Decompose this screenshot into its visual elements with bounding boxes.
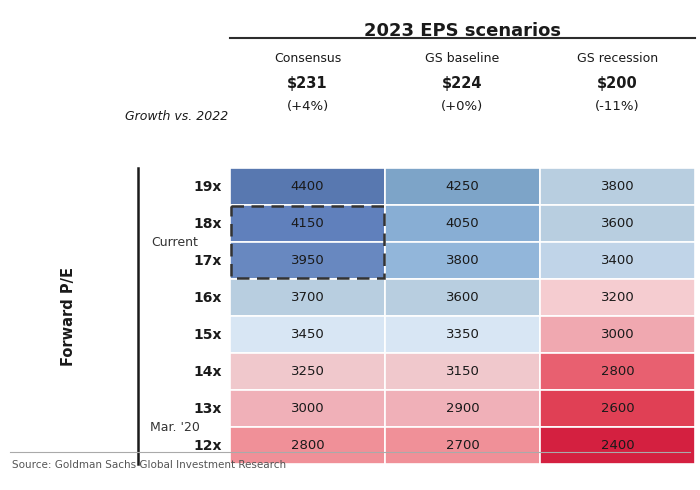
Text: 3000: 3000 [290, 402, 324, 415]
Text: 4150: 4150 [290, 217, 324, 230]
Text: GS recession: GS recession [577, 52, 658, 65]
Text: 15x: 15x [193, 327, 222, 342]
Bar [540, 279, 695, 316]
Text: Growth vs. 2022: Growth vs. 2022 [125, 110, 228, 123]
Text: 4050: 4050 [446, 217, 480, 230]
Text: $224: $224 [442, 76, 483, 91]
Bar [230, 427, 385, 464]
Bar [385, 205, 540, 242]
Text: 14x: 14x [193, 365, 222, 378]
Text: GS baseline: GS baseline [426, 52, 500, 65]
Text: 2900: 2900 [446, 402, 480, 415]
Text: (+4%): (+4%) [286, 100, 328, 113]
Bar [540, 205, 695, 242]
Bar [231, 206, 384, 278]
Bar [540, 390, 695, 427]
Bar [540, 353, 695, 390]
Text: 3600: 3600 [446, 291, 480, 304]
Bar [230, 390, 385, 427]
Text: 3450: 3450 [290, 328, 324, 341]
Text: 3000: 3000 [601, 328, 634, 341]
Bar [385, 242, 540, 279]
Bar [385, 168, 540, 205]
Text: 17x: 17x [194, 253, 222, 268]
Bar [230, 205, 385, 242]
Bar [540, 168, 695, 205]
Text: 2700: 2700 [446, 439, 480, 452]
Text: 3400: 3400 [601, 254, 634, 267]
Bar [385, 390, 540, 427]
Text: 13x: 13x [194, 401, 222, 416]
Text: Forward P/E: Forward P/E [60, 267, 76, 366]
Text: 12x: 12x [193, 439, 222, 452]
Bar [385, 353, 540, 390]
Text: 2800: 2800 [290, 439, 324, 452]
Bar [385, 279, 540, 316]
Text: 18x: 18x [193, 217, 222, 230]
Bar [230, 242, 385, 279]
Text: Current: Current [152, 236, 198, 248]
Text: 19x: 19x [194, 179, 222, 194]
Text: 16x: 16x [194, 291, 222, 304]
Text: 3800: 3800 [601, 180, 634, 193]
Text: 3800: 3800 [446, 254, 480, 267]
Text: 3250: 3250 [290, 365, 324, 378]
Text: 2600: 2600 [601, 402, 634, 415]
Text: 3200: 3200 [601, 291, 634, 304]
Bar [385, 316, 540, 353]
Text: 2800: 2800 [601, 365, 634, 378]
Text: (-11%): (-11%) [595, 100, 640, 113]
Bar [540, 316, 695, 353]
Text: $200: $200 [597, 76, 638, 91]
Bar [230, 353, 385, 390]
Text: 4250: 4250 [446, 180, 480, 193]
Text: 4400: 4400 [290, 180, 324, 193]
Bar [230, 168, 385, 205]
Bar [230, 279, 385, 316]
Text: Consensus: Consensus [274, 52, 341, 65]
Bar [385, 427, 540, 464]
Text: 3350: 3350 [446, 328, 480, 341]
Text: $231: $231 [287, 76, 328, 91]
Bar [230, 316, 385, 353]
Text: 2400: 2400 [601, 439, 634, 452]
Text: 2023 EPS scenarios: 2023 EPS scenarios [364, 22, 561, 40]
Text: (+0%): (+0%) [442, 100, 484, 113]
Text: Source: Goldman Sachs Global Investment Research: Source: Goldman Sachs Global Investment … [12, 460, 286, 470]
Bar [540, 427, 695, 464]
Text: 3150: 3150 [446, 365, 480, 378]
Text: 3700: 3700 [290, 291, 324, 304]
Text: Mar. '20: Mar. '20 [150, 420, 200, 434]
Text: 3600: 3600 [601, 217, 634, 230]
Bar [540, 242, 695, 279]
Text: 3950: 3950 [290, 254, 324, 267]
